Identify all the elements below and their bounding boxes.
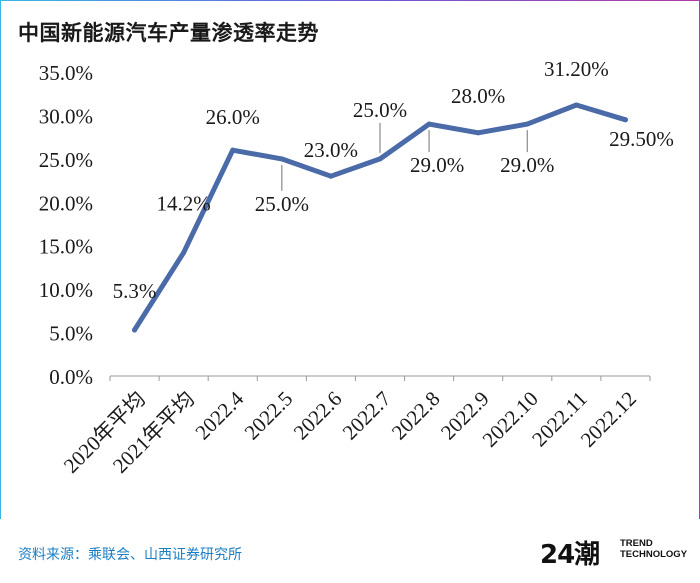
x-tick-label: 2022.10 [478,387,543,452]
data-label: 25.0% [353,98,407,122]
logo-number: 24潮 [540,540,600,570]
y-tick-label: 35.0% [39,61,93,85]
source-note: 资料来源：乘联会、山西证券研究所 [18,547,242,563]
logo-line-2: TECHNOLOGY [620,549,688,560]
data-label: 14.2% [157,192,211,216]
data-label: 29.0% [410,153,464,177]
x-tick-label: 2022.12 [576,387,641,452]
data-label: 5.3% [113,279,157,303]
data-point [426,121,432,127]
x-tick-label: 2022.8 [387,387,445,445]
data-label: 23.0% [304,138,358,162]
line-chart: 0.0% 5.0% 10.0% 15.0% 20.0% 25.0% 30.0% 35.0% 20… [39,57,674,478]
logo-wordmark: TREND TECHNOLOGY [620,538,687,560]
y-tick-label: 10.0% [39,278,93,302]
data-point [132,327,138,333]
y-tick-label: 20.0% [39,191,93,215]
y-tick-label: 25.0% [39,148,93,172]
x-tick-label: 2022.6 [289,387,347,445]
data-point [181,250,187,256]
data-point [622,117,628,123]
x-tick-label: 2022.5 [240,387,298,445]
x-tick-label: 2022.4 [190,386,248,444]
data-label: 25.0% [255,192,309,216]
data-label: 26.0% [206,105,260,129]
y-tick-label: 0.0% [49,365,93,389]
data-point [328,173,334,179]
logo-line-1: TREND [620,538,653,549]
footer [0,519,700,583]
y-tick-label: 15.0% [39,235,93,259]
data-point [573,102,579,108]
data-point [524,121,530,127]
data-point [279,156,285,162]
y-tick-label: 30.0% [39,104,93,128]
x-tick-label: 2022.7 [338,387,396,445]
data-label: 29.0% [500,153,554,177]
data-point [230,147,236,153]
chart-title: 中国新能源汽车产量渗透率走势 [18,21,319,45]
y-tick-label: 5.0% [49,322,93,346]
brand-logo: 24潮 TREND TECHNOLOGY [540,534,690,574]
data-label: 29.50% [609,127,674,151]
data-point [475,130,481,136]
data-label: 31.20% [544,57,609,81]
data-point [377,156,383,162]
data-label: 28.0% [451,84,505,108]
chart-frame [0,0,700,521]
